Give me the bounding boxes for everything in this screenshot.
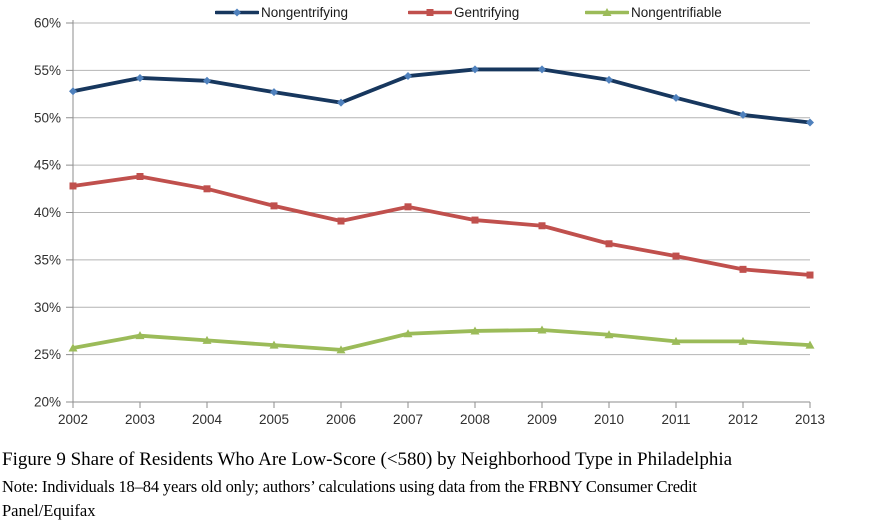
square-marker: [136, 172, 144, 180]
legend-label-nongentrifiable: Nongentrifiable: [631, 4, 722, 20]
tick-marks: [66, 22, 811, 408]
y-tick-label: 20%: [34, 395, 61, 410]
legend-item-nongentrifiable: Nongentrifiable: [585, 3, 722, 21]
y-tick-label: 60%: [34, 16, 61, 31]
figure-note-line1: Note: Individuals 18–84 years old only; …: [2, 477, 697, 496]
legend-label-nongentrifying: Nongentrifying: [261, 4, 349, 20]
x-tick-label: 2010: [594, 412, 624, 427]
diamond-marker: [337, 98, 345, 107]
y-tick-label: 50%: [34, 110, 61, 125]
triangle-marker: [68, 343, 78, 352]
gridlines: [73, 22, 810, 356]
diamond-marker: [605, 75, 613, 84]
figure-note-line2: Panel/Equifax: [2, 501, 96, 520]
x-tick-label: 2012: [728, 412, 758, 427]
x-tick-label: 2002: [58, 412, 88, 427]
diamond-marker: [538, 65, 546, 74]
square-marker: [203, 185, 211, 193]
triangle-marker: [202, 335, 212, 344]
square-marker: [337, 217, 345, 225]
triangle-marker: [470, 326, 480, 335]
square-marker: [404, 203, 412, 211]
triangle-marker: [671, 336, 681, 345]
gentrifying-line-sample-icon: [408, 8, 452, 16]
legend-item-gentrifying: Gentrifying: [408, 3, 519, 21]
legend-item-nongentrifying: Nongentrifying: [215, 3, 348, 21]
y-tick-label: 25%: [34, 347, 61, 362]
diamond-marker: [404, 72, 412, 81]
square-marker: [538, 222, 546, 230]
diamond-marker: [471, 65, 479, 74]
square-marker: [672, 252, 680, 260]
x-tick-label: 2011: [661, 412, 690, 427]
triangle-marker: [403, 329, 413, 338]
y-tick-label: 45%: [34, 158, 61, 173]
triangle-marker: [135, 331, 145, 340]
series-gentrifying: [69, 172, 814, 279]
diamond-marker: [739, 110, 747, 119]
x-tick-label: 2008: [460, 412, 490, 427]
x-tick-label: 2013: [795, 412, 825, 427]
chart-legend: Nongentrifying Gentrifying Nongentrifiab…: [0, 3, 871, 23]
triangle-marker: [604, 330, 614, 339]
square-legend-marker-icon: [426, 8, 434, 16]
x-tick-label: 2009: [527, 412, 557, 427]
x-tick-label: 2005: [259, 412, 289, 427]
series-nongentrifiable: [68, 325, 815, 354]
axes: [72, 20, 810, 403]
triangle-marker: [537, 325, 547, 334]
x-tick-label: 2006: [326, 412, 356, 427]
x-axis-labels: 2002 2003 2004 2005 2006 2007 2008 2009 2010 2011…: [58, 412, 825, 427]
triangle-marker: [336, 345, 346, 354]
x-tick-label: 2004: [192, 412, 223, 427]
diamond-marker: [203, 76, 211, 85]
diamond-marker: [672, 93, 680, 102]
figure-caption: Figure 9 Share of Residents Who Are Low-…: [2, 449, 733, 470]
nongentrifying-line-sample-icon: [215, 8, 259, 16]
x-tick-label: 2003: [125, 412, 155, 427]
x-tick-label: 2007: [393, 412, 423, 427]
nongentrifiable-line-sample-icon: [585, 7, 629, 16]
line-chart: 20%25%30%35%40%45%50%55%60%2002 2003 2004 2…: [34, 16, 825, 428]
triangle-marker: [269, 340, 279, 349]
y-tick-label: 30%: [34, 300, 61, 315]
square-marker: [605, 240, 613, 248]
y-axis-labels: 20% 25% 30% 35% 40% 45% 50% 55% 60%: [34, 16, 61, 410]
diamond-legend-marker-icon: [233, 8, 241, 16]
square-marker: [270, 202, 278, 210]
y-tick-label: 35%: [34, 252, 61, 267]
legend-label-gentrifying: Gentrifying: [454, 4, 520, 20]
y-tick-label: 40%: [34, 205, 61, 220]
square-marker: [806, 271, 814, 279]
y-tick-label: 55%: [34, 63, 61, 78]
triangle-marker: [805, 340, 815, 349]
diamond-marker: [136, 73, 144, 82]
diamond-marker: [806, 118, 814, 127]
square-marker: [739, 265, 747, 273]
square-marker: [69, 182, 77, 190]
square-marker: [471, 216, 479, 224]
triangle-marker: [738, 336, 748, 345]
series-nongentrifying: [69, 65, 814, 127]
diamond-marker: [270, 88, 278, 97]
triangle-legend-marker-icon: [602, 7, 612, 16]
diamond-marker: [69, 87, 77, 96]
